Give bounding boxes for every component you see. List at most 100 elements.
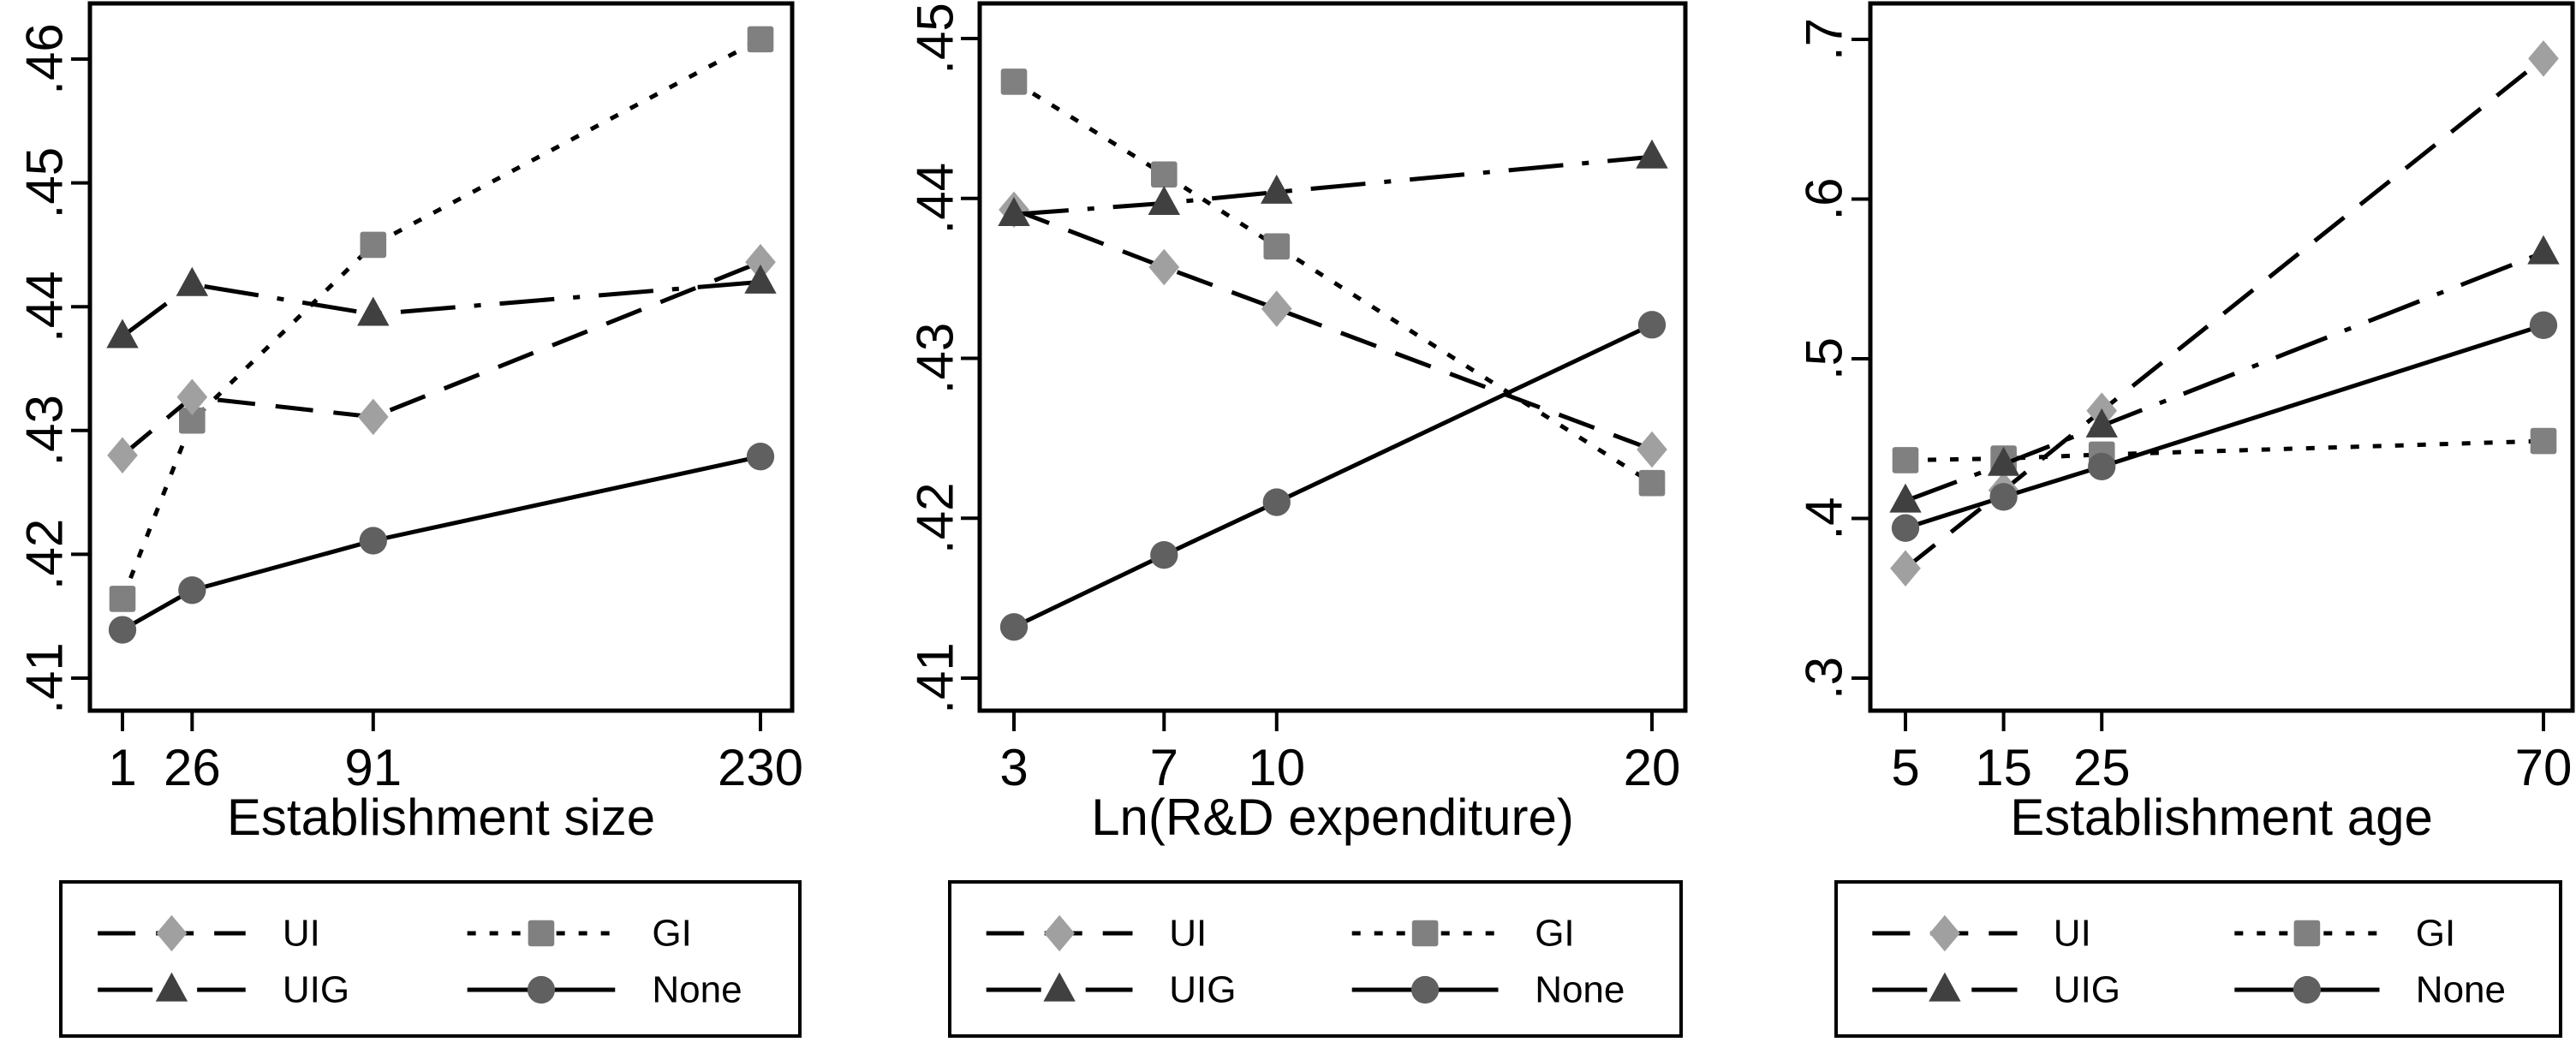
panel-establishment-size: .41 .42 .43 .44 .45 .46 1 26 91 230 Establishment … xyxy=(16,1,803,1038)
legend-item-ui: UI xyxy=(1872,913,2091,955)
data-point-gi xyxy=(179,407,206,434)
series-none xyxy=(1891,311,2558,542)
legend-item-none: None xyxy=(2234,969,2506,1011)
series-ui xyxy=(1890,40,2559,587)
legend-label: None xyxy=(652,969,742,1011)
series-line-ui xyxy=(1013,207,1653,452)
legend-marker-gi xyxy=(528,920,555,947)
legend-marker-uig xyxy=(155,972,188,1002)
y-tick-label: .43 xyxy=(16,395,74,466)
legend-item-gi: GI xyxy=(1351,913,1575,955)
data-point-uig xyxy=(1889,483,1922,513)
y-tick-label: .43 xyxy=(907,323,964,394)
data-point-ui xyxy=(745,243,776,281)
x-tick-label: 5 xyxy=(1891,739,1919,796)
y-tick-label: .45 xyxy=(907,3,964,74)
y-tick-label: .41 xyxy=(16,642,74,713)
series-gi xyxy=(1000,68,1666,497)
y-tick-label: .44 xyxy=(16,271,74,342)
data-point-none xyxy=(108,616,137,644)
y-tick-label: .46 xyxy=(16,23,74,94)
legend-marker-none xyxy=(1410,975,1440,1004)
legend-label: None xyxy=(2416,969,2506,1011)
legend-marker-ui xyxy=(156,914,188,952)
y-tick-label: .42 xyxy=(907,483,964,554)
legend-label: GI xyxy=(1535,913,1574,955)
legend-item-uig: UIG xyxy=(1872,969,2120,1011)
legend-marker-none xyxy=(2293,975,2322,1004)
legend-marker-uig xyxy=(1929,972,1961,1002)
series-none xyxy=(999,311,1667,641)
data-point-ui xyxy=(357,398,389,436)
data-point-uig xyxy=(1636,139,1668,169)
legend-marker-ui xyxy=(1044,914,1075,952)
legend-marker-ui xyxy=(1929,914,1960,952)
legend-item-gi: GI xyxy=(467,913,692,955)
series-ui xyxy=(107,243,776,473)
series-line-uig xyxy=(121,279,761,338)
series-line-none xyxy=(121,454,761,632)
data-point-gi xyxy=(747,26,774,53)
data-point-ui xyxy=(1261,290,1292,327)
series-line-gi xyxy=(1905,438,2544,462)
x-tick-label: 7 xyxy=(1150,739,1178,796)
data-point-gi xyxy=(1638,469,1666,497)
x-tick-label: 70 xyxy=(2515,739,2573,796)
series-uig xyxy=(106,264,777,348)
data-point-gi xyxy=(109,586,136,612)
data-point-none xyxy=(2088,452,2116,481)
legend-label: UIG xyxy=(2054,969,2120,1011)
x-tick-label: 10 xyxy=(1248,739,1305,796)
plot-frame xyxy=(87,1,795,713)
legend-frame xyxy=(59,880,802,1038)
legend-item-uig: UIG xyxy=(98,969,349,1011)
series-line-ui xyxy=(121,259,761,457)
legend-item-ui: UI xyxy=(98,913,320,955)
y-tick-label: .6 xyxy=(1796,177,1853,220)
y-tick-label: .44 xyxy=(907,163,964,234)
legend-label: UI xyxy=(2054,913,2091,955)
data-point-none xyxy=(1262,488,1291,516)
legend-label: UI xyxy=(1169,913,1207,955)
legend-marker-gi xyxy=(2293,920,2321,947)
data-point-none xyxy=(746,443,775,471)
legend-frame xyxy=(1834,880,2562,1038)
data-point-ui xyxy=(2528,40,2559,77)
x-tick-label: 230 xyxy=(718,739,803,796)
y-tick-label: .5 xyxy=(1796,337,1853,380)
data-point-gi xyxy=(360,231,387,259)
data-point-uig xyxy=(357,296,390,326)
data-point-gi xyxy=(1150,161,1178,188)
legend-marker-gi xyxy=(1411,920,1439,947)
series-line-uig xyxy=(1013,154,1653,217)
data-point-gi xyxy=(1000,68,1028,95)
legend-label: UIG xyxy=(283,969,349,1011)
legend-marker-uig xyxy=(1043,972,1076,1002)
legend-item-gi: GI xyxy=(2234,913,2455,955)
x-tick-label: 91 xyxy=(344,739,402,796)
legend: UI GI UIG None xyxy=(59,880,802,1038)
data-point-ui xyxy=(176,378,208,416)
legend-item-none: None xyxy=(1351,969,1625,1011)
legend-label: None xyxy=(1535,969,1625,1011)
data-point-none xyxy=(1637,311,1667,339)
data-point-gi xyxy=(2530,427,2557,455)
x-axis-label: Ln(R&D expenditure) xyxy=(1091,789,1574,846)
series-uig xyxy=(1889,235,2560,513)
y-tick-label: .42 xyxy=(16,519,74,590)
legend-item-uig: UIG xyxy=(986,969,1236,1011)
data-point-uig xyxy=(106,319,139,348)
data-point-ui xyxy=(107,437,138,473)
data-point-none xyxy=(999,613,1029,641)
series-line-none xyxy=(1905,323,2544,531)
data-point-uig xyxy=(2085,408,2118,438)
legend-item-ui: UI xyxy=(986,913,1207,955)
series-uig xyxy=(998,139,1668,227)
data-point-none xyxy=(1150,541,1178,569)
data-point-ui xyxy=(1890,550,1921,587)
series-line-ui xyxy=(1904,57,2545,570)
data-point-uig xyxy=(1987,446,2020,476)
series-ui xyxy=(999,191,1667,468)
x-tick-label: 15 xyxy=(1975,739,2032,796)
